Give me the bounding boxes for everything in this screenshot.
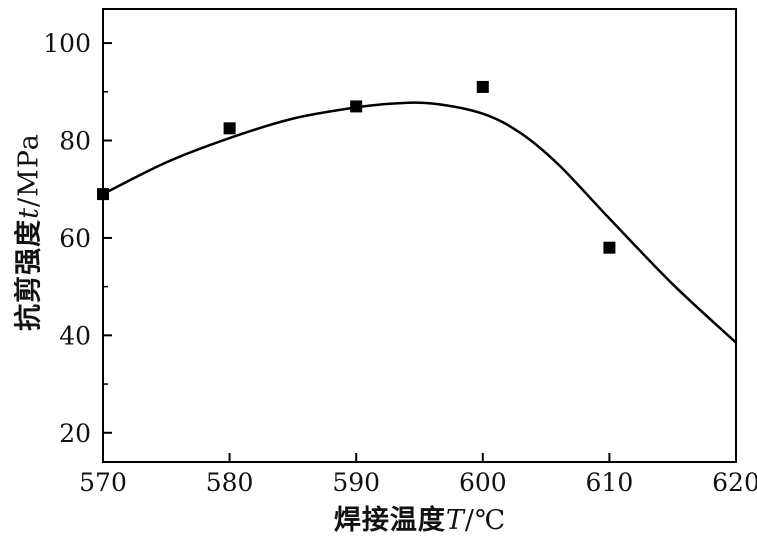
x-axis-label-text: 焊接温度 (333, 505, 446, 535)
data-point (223, 122, 236, 135)
y-tick-label: 40 (59, 321, 91, 350)
x-tick-label: 580 (206, 468, 254, 497)
y-tick-label: 100 (43, 29, 91, 58)
trend-curve (101, 101, 738, 344)
x-tick-label: 590 (332, 468, 380, 497)
y-axis-label-unit: /MPa (13, 133, 45, 207)
x-axis-label-symbol: T (445, 505, 465, 536)
y-axis-label-symbol: t (13, 206, 45, 219)
data-point (350, 100, 363, 113)
data-point (603, 241, 616, 254)
x-tick-label: 620 (712, 468, 757, 497)
y-tick-label: 60 (59, 224, 91, 253)
data-point (97, 188, 109, 201)
x-tick-label: 600 (459, 468, 507, 497)
x-tick-label: 610 (586, 468, 634, 497)
y-axis-label-text: 抗剪强度 (13, 218, 44, 331)
plot-frame (102, 8, 737, 463)
x-axis-label: 焊接温度T/℃ (334, 498, 506, 537)
x-axis-label-unit: /℃ (464, 505, 507, 536)
y-tick-label: 20 (59, 419, 91, 448)
x-tick-label: 570 (79, 468, 127, 497)
y-tick-label: 80 (59, 127, 91, 156)
y-axis-label: 抗剪强度t/MPa (7, 133, 46, 331)
data-point (476, 80, 489, 93)
